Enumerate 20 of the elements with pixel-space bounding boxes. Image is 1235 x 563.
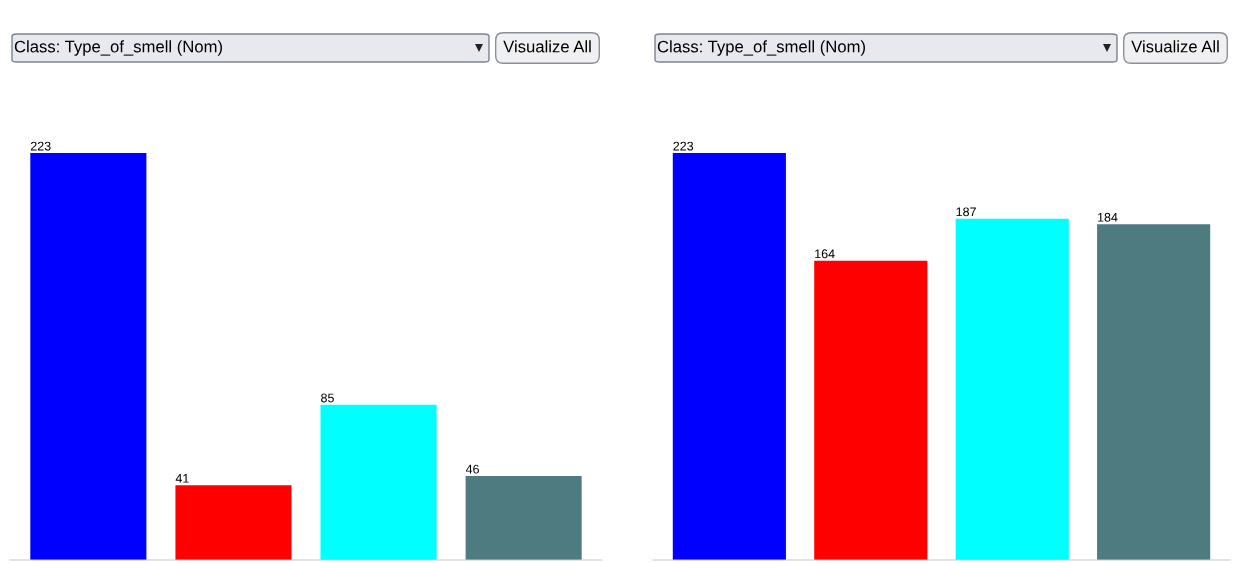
bar <box>672 153 786 560</box>
data-label: 184 <box>1098 212 1118 222</box>
data-label: 223 <box>30 141 51 151</box>
bar <box>955 218 1069 560</box>
bar <box>814 260 928 560</box>
bar <box>465 476 582 560</box>
chart-title: Class: Type_of_smell (Nom) <box>657 40 865 56</box>
bar <box>1097 224 1211 560</box>
data-label: 223 <box>673 141 694 151</box>
data-label: 41 <box>175 473 189 483</box>
data-label: 85 <box>321 393 334 403</box>
text: Visualize All <box>1131 40 1219 53</box>
data-label: 46 <box>465 464 479 474</box>
bar <box>175 485 292 560</box>
bar <box>320 404 437 560</box>
data-label: 164 <box>815 249 835 259</box>
data-label: 187 <box>956 207 976 217</box>
chart-title: Class: Type_of_smell (Nom) <box>14 40 222 56</box>
bar <box>30 153 147 560</box>
text: Visualize All <box>503 40 591 53</box>
